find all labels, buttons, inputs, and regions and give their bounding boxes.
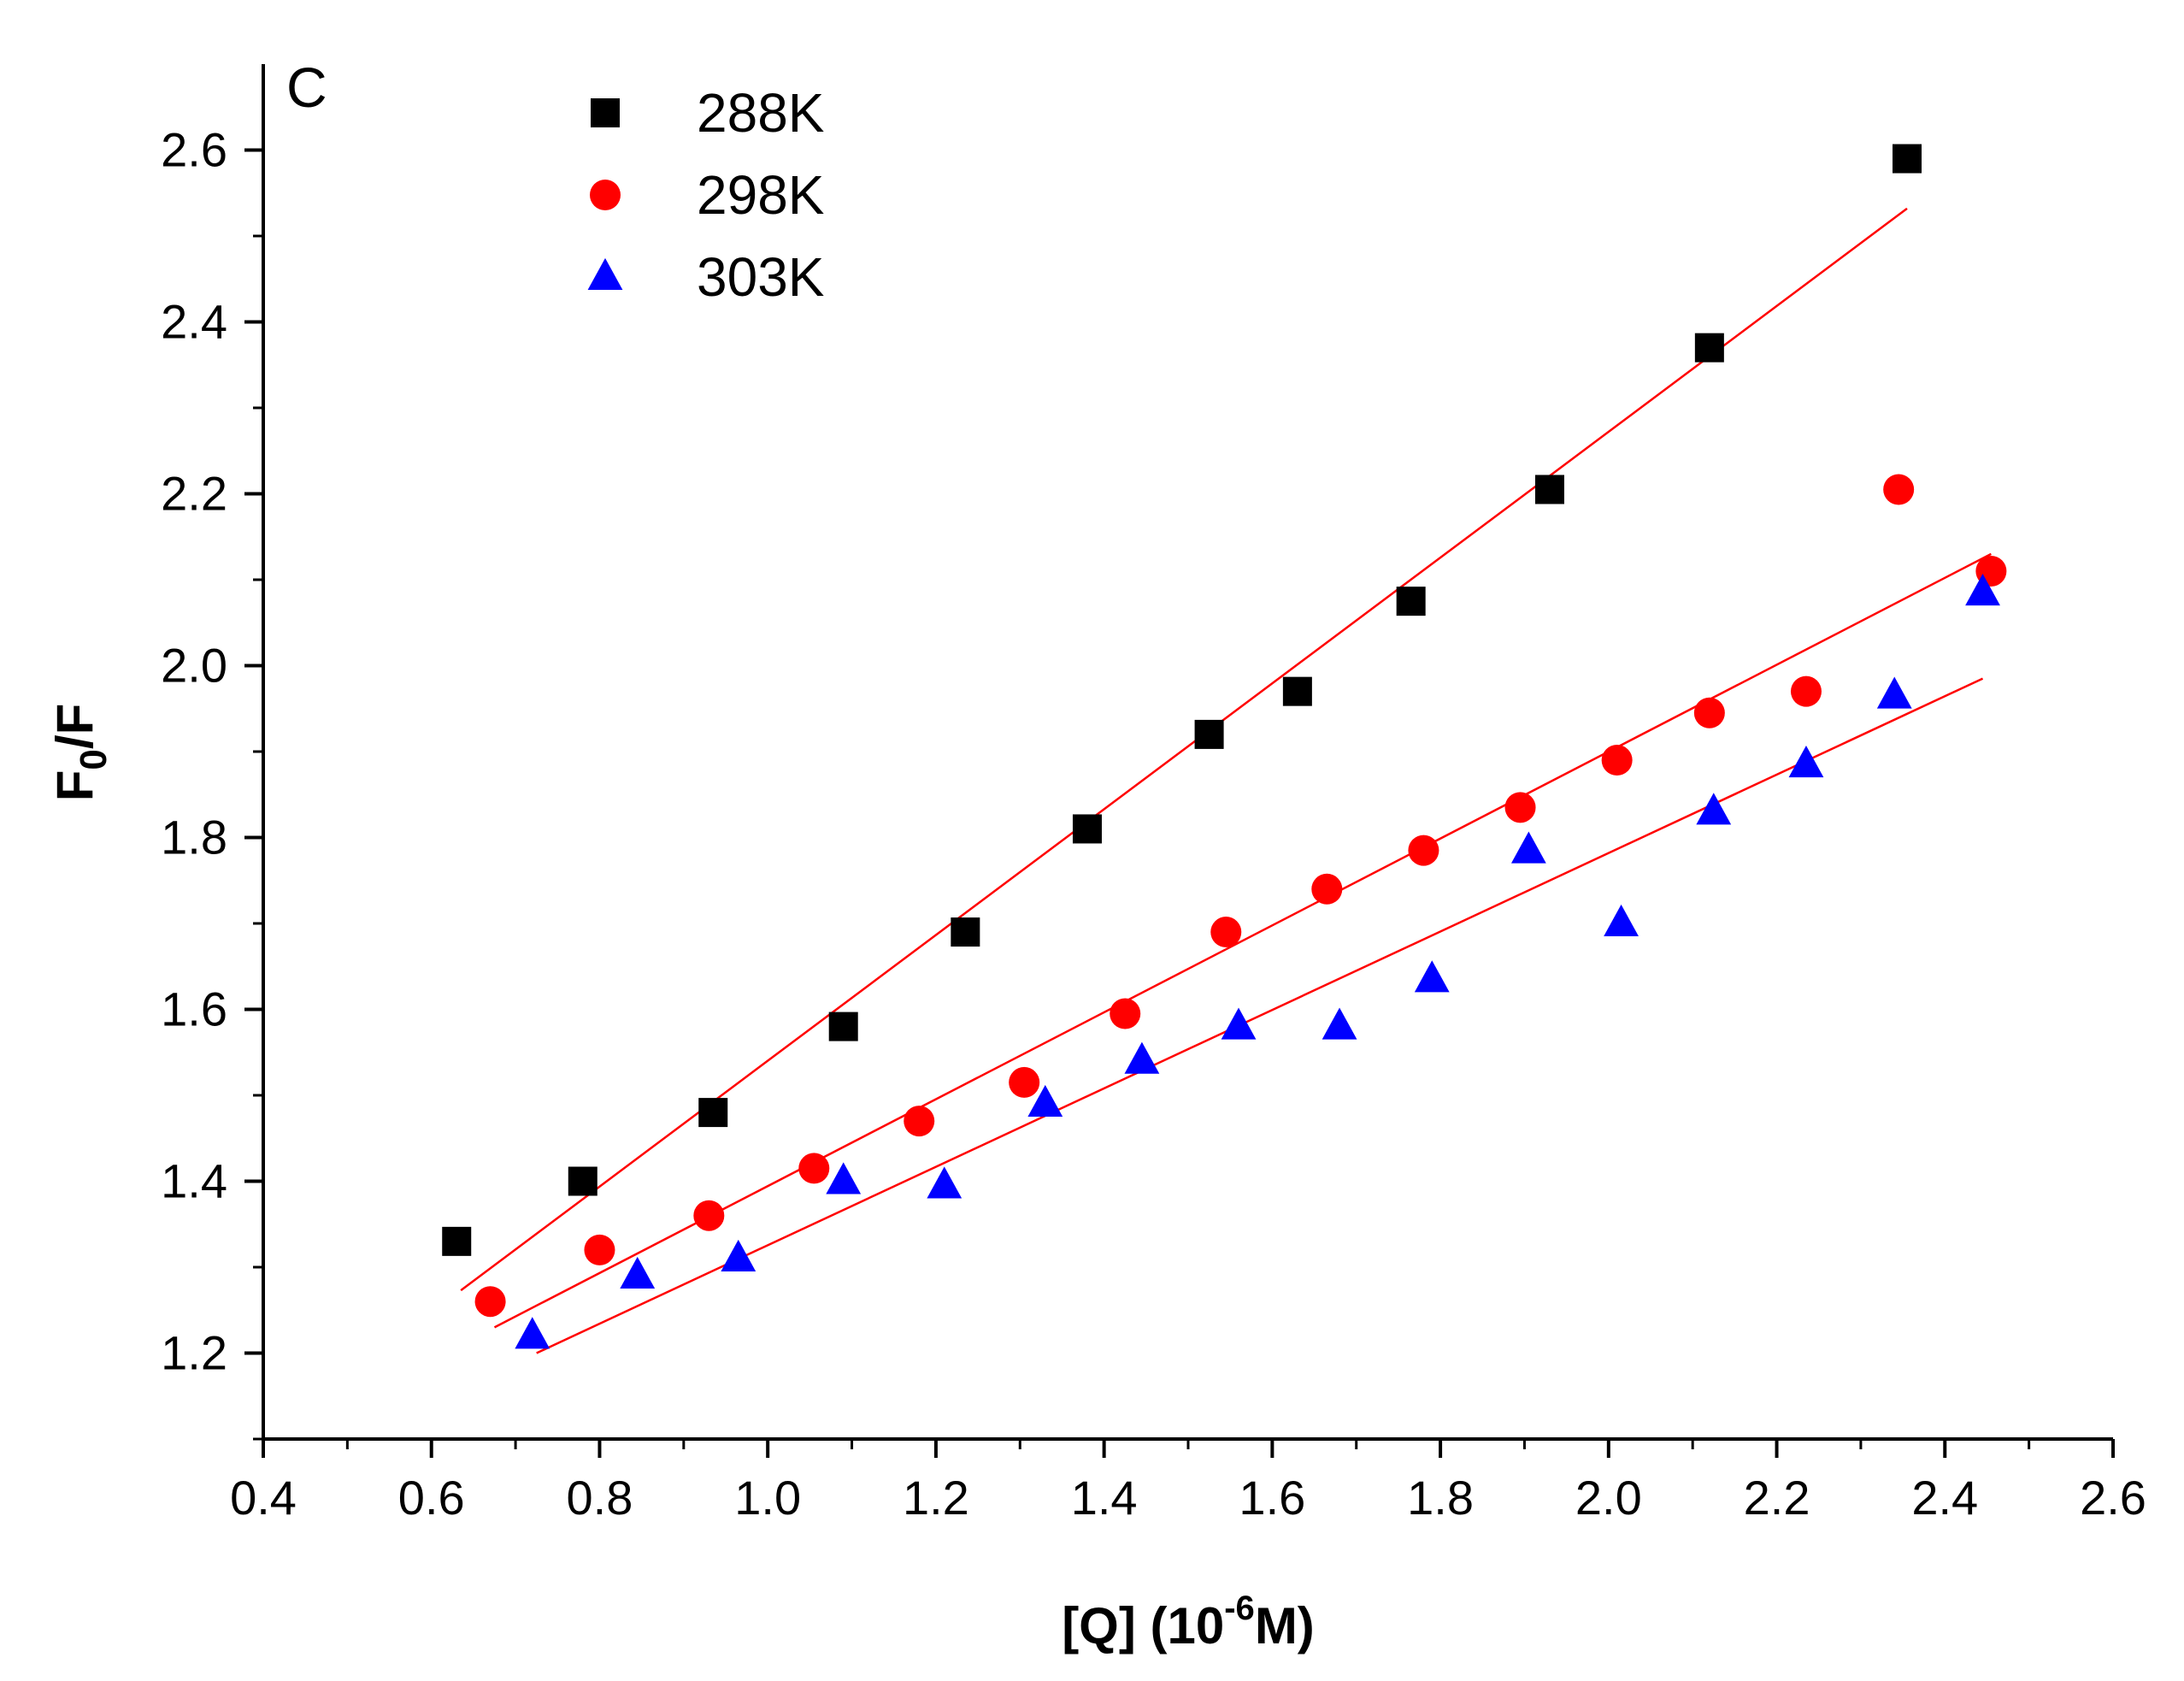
x-axis-title-tail: M)	[1255, 1597, 1315, 1654]
data-point-303K	[721, 1239, 756, 1271]
data-point-288K	[1694, 333, 1724, 363]
data-points	[442, 144, 2007, 1349]
data-point-303K	[1414, 960, 1450, 993]
data-point-303K	[1965, 573, 2000, 606]
x-tick-label: 2.2	[1744, 1471, 1810, 1525]
data-point-288K	[1534, 475, 1564, 504]
data-point-298K	[798, 1153, 830, 1184]
fit-line-303K	[536, 677, 1984, 1354]
data-point-288K	[442, 1226, 472, 1256]
x-tick-label: 2.6	[2080, 1471, 2146, 1525]
data-point-303K	[1876, 676, 1912, 709]
y-axis-title: F0/F	[46, 704, 115, 801]
data-point-288K	[568, 1166, 598, 1196]
data-point-298K	[1210, 917, 1242, 948]
x-ticks: 0.4 0.6 0.8 1.0 1.2 1.4 1.6 1.8 2.0 2.2 2.4 2.6	[230, 1439, 2146, 1525]
data-point-303K	[1322, 1007, 1357, 1040]
data-point-288K	[828, 1012, 858, 1041]
data-point-303K	[1027, 1084, 1063, 1118]
data-point-303K	[1696, 793, 1732, 825]
y-tick-label: 2.2	[161, 467, 227, 521]
x-tick-label: 1.6	[1239, 1471, 1305, 1525]
x-tick-label: 2.4	[1911, 1471, 1978, 1525]
legend: 288K 298K 303K	[587, 82, 824, 308]
data-point-303K	[826, 1162, 862, 1194]
data-point-298K	[1504, 792, 1536, 823]
legend-label-288K: 288K	[697, 82, 824, 144]
panel-label: C	[286, 56, 327, 119]
data-point-298K	[1693, 697, 1725, 728]
data-point-298K	[1883, 474, 1915, 505]
y-tick-label: 2.6	[161, 123, 227, 177]
y-tick-label: 1.4	[161, 1154, 227, 1208]
data-point-298K	[904, 1106, 935, 1137]
x-tick-label: 1.8	[1407, 1471, 1474, 1525]
data-point-298K	[1110, 998, 1141, 1029]
data-point-303K	[1221, 1007, 1257, 1040]
data-point-303K	[1124, 1041, 1160, 1074]
legend-label-298K: 298K	[697, 164, 824, 226]
y-tick-label: 2.0	[161, 639, 227, 693]
legend-marker-303K	[587, 257, 623, 290]
y-axis-title-main: F	[46, 770, 103, 802]
x-tick-label: 0.8	[567, 1471, 633, 1525]
data-point-298K	[584, 1234, 615, 1265]
data-point-298K	[1408, 835, 1439, 866]
x-tick-label: 2.0	[1575, 1471, 1642, 1525]
y-tick-label: 1.2	[161, 1326, 227, 1380]
data-point-288K	[1194, 719, 1224, 749]
y-tick-label: 1.6	[161, 982, 227, 1036]
x-tick-label: 0.6	[398, 1471, 465, 1525]
legend-marker-288K	[591, 98, 620, 127]
data-point-303K	[515, 1317, 550, 1349]
y-axis-title-sub: 0	[73, 749, 115, 770]
y-tick-label: 2.4	[161, 295, 227, 349]
data-point-298K	[1601, 745, 1633, 776]
data-point-298K	[1790, 675, 1822, 707]
fit-line-298K	[493, 552, 1992, 1329]
data-point-303K	[620, 1256, 656, 1289]
y-ticks: 1.2 1.4 1.6 1.8 2.0 2.2 2.4 2.6	[161, 123, 263, 1441]
data-point-303K	[1788, 745, 1824, 778]
data-point-288K	[1396, 587, 1426, 616]
y-tick-label: 1.8	[161, 811, 227, 864]
data-point-303K	[1510, 831, 1546, 864]
data-point-298K	[1009, 1066, 1040, 1098]
data-point-298K	[474, 1286, 506, 1318]
data-point-298K	[693, 1200, 725, 1231]
x-tick-label: 1.2	[903, 1471, 969, 1525]
x-tick-label: 1.4	[1071, 1471, 1138, 1525]
data-point-288K	[698, 1098, 728, 1128]
y-axis-title-tail: /F	[46, 704, 103, 749]
data-point-288K	[1072, 814, 1102, 844]
fit-lines	[460, 207, 1992, 1354]
data-point-288K	[1282, 676, 1312, 706]
legend-label-303K: 303K	[697, 246, 824, 308]
x-axis-title-main: [Q] (10	[1062, 1597, 1224, 1654]
data-point-298K	[1311, 873, 1343, 905]
fit-line-288K	[460, 207, 1908, 1292]
data-point-303K	[1604, 904, 1639, 936]
x-axis-title: [Q] (10-6M)	[1062, 1590, 1315, 1654]
x-tick-label: 1.0	[734, 1471, 801, 1525]
data-point-288K	[951, 917, 980, 947]
data-point-303K	[927, 1166, 962, 1199]
data-point-288K	[1893, 144, 1922, 174]
x-tick-label: 0.4	[230, 1471, 297, 1525]
x-axis-title-sup: -6	[1224, 1590, 1255, 1627]
legend-marker-298K	[590, 180, 621, 210]
